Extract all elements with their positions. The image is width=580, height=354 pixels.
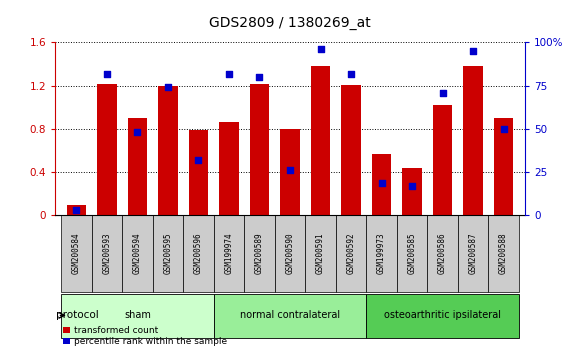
Point bbox=[224, 71, 234, 76]
Bar bbox=[61, 294, 214, 338]
Bar bbox=[366, 216, 397, 291]
Text: GSM200584: GSM200584 bbox=[72, 233, 81, 274]
Bar bbox=[214, 294, 366, 338]
Bar bbox=[366, 294, 519, 338]
Bar bbox=[183, 216, 214, 291]
Point bbox=[164, 85, 173, 90]
Bar bbox=[341, 85, 361, 216]
Text: GSM200594: GSM200594 bbox=[133, 233, 142, 274]
Point bbox=[499, 126, 508, 132]
Bar bbox=[97, 84, 117, 216]
Bar bbox=[458, 216, 488, 291]
Text: GDS2809 / 1380269_at: GDS2809 / 1380269_at bbox=[209, 16, 371, 30]
Point bbox=[255, 74, 264, 80]
Bar bbox=[305, 216, 336, 291]
Text: GSM200587: GSM200587 bbox=[469, 233, 477, 274]
Point bbox=[285, 167, 295, 173]
Bar bbox=[214, 216, 244, 291]
Point bbox=[102, 71, 111, 76]
Text: GSM200591: GSM200591 bbox=[316, 233, 325, 274]
Point bbox=[407, 183, 416, 189]
Bar bbox=[463, 66, 483, 216]
Text: GSM200589: GSM200589 bbox=[255, 233, 264, 274]
Bar bbox=[219, 122, 239, 216]
Text: GSM200586: GSM200586 bbox=[438, 233, 447, 274]
Bar bbox=[67, 205, 86, 216]
Bar bbox=[128, 118, 147, 216]
Point bbox=[377, 180, 386, 185]
Bar bbox=[433, 105, 452, 216]
Bar bbox=[372, 154, 392, 216]
Bar bbox=[336, 216, 366, 291]
Bar bbox=[188, 130, 208, 216]
Bar bbox=[153, 216, 183, 291]
Bar bbox=[244, 216, 275, 291]
Legend: transformed count, percentile rank within the sample: transformed count, percentile rank withi… bbox=[60, 322, 231, 349]
Text: GSM200593: GSM200593 bbox=[103, 233, 111, 274]
Text: osteoarthritic ipsilateral: osteoarthritic ipsilateral bbox=[384, 310, 501, 320]
Bar bbox=[158, 86, 178, 216]
Text: GSM199973: GSM199973 bbox=[377, 233, 386, 274]
Bar bbox=[494, 118, 513, 216]
Point bbox=[72, 207, 81, 213]
Bar bbox=[280, 129, 300, 216]
Text: GSM200592: GSM200592 bbox=[346, 233, 356, 274]
Point bbox=[346, 71, 356, 76]
Bar bbox=[402, 168, 422, 216]
Text: GSM200596: GSM200596 bbox=[194, 233, 203, 274]
Text: GSM199974: GSM199974 bbox=[224, 233, 234, 274]
Text: GSM200585: GSM200585 bbox=[408, 233, 416, 274]
Point bbox=[316, 47, 325, 52]
Bar bbox=[249, 84, 269, 216]
Bar bbox=[275, 216, 305, 291]
Bar bbox=[488, 216, 519, 291]
Text: GSM200588: GSM200588 bbox=[499, 233, 508, 274]
Bar bbox=[61, 216, 92, 291]
Bar bbox=[92, 216, 122, 291]
Point bbox=[194, 157, 203, 163]
Text: GSM200595: GSM200595 bbox=[164, 233, 172, 274]
Bar bbox=[427, 216, 458, 291]
Point bbox=[438, 90, 447, 96]
Point bbox=[469, 48, 478, 54]
Text: protocol: protocol bbox=[56, 310, 99, 320]
Point bbox=[133, 130, 142, 135]
Text: GSM200590: GSM200590 bbox=[285, 233, 295, 274]
Bar bbox=[311, 66, 331, 216]
Bar bbox=[397, 216, 427, 291]
Text: sham: sham bbox=[124, 310, 151, 320]
Text: normal contralateral: normal contralateral bbox=[240, 310, 340, 320]
Bar bbox=[122, 216, 153, 291]
